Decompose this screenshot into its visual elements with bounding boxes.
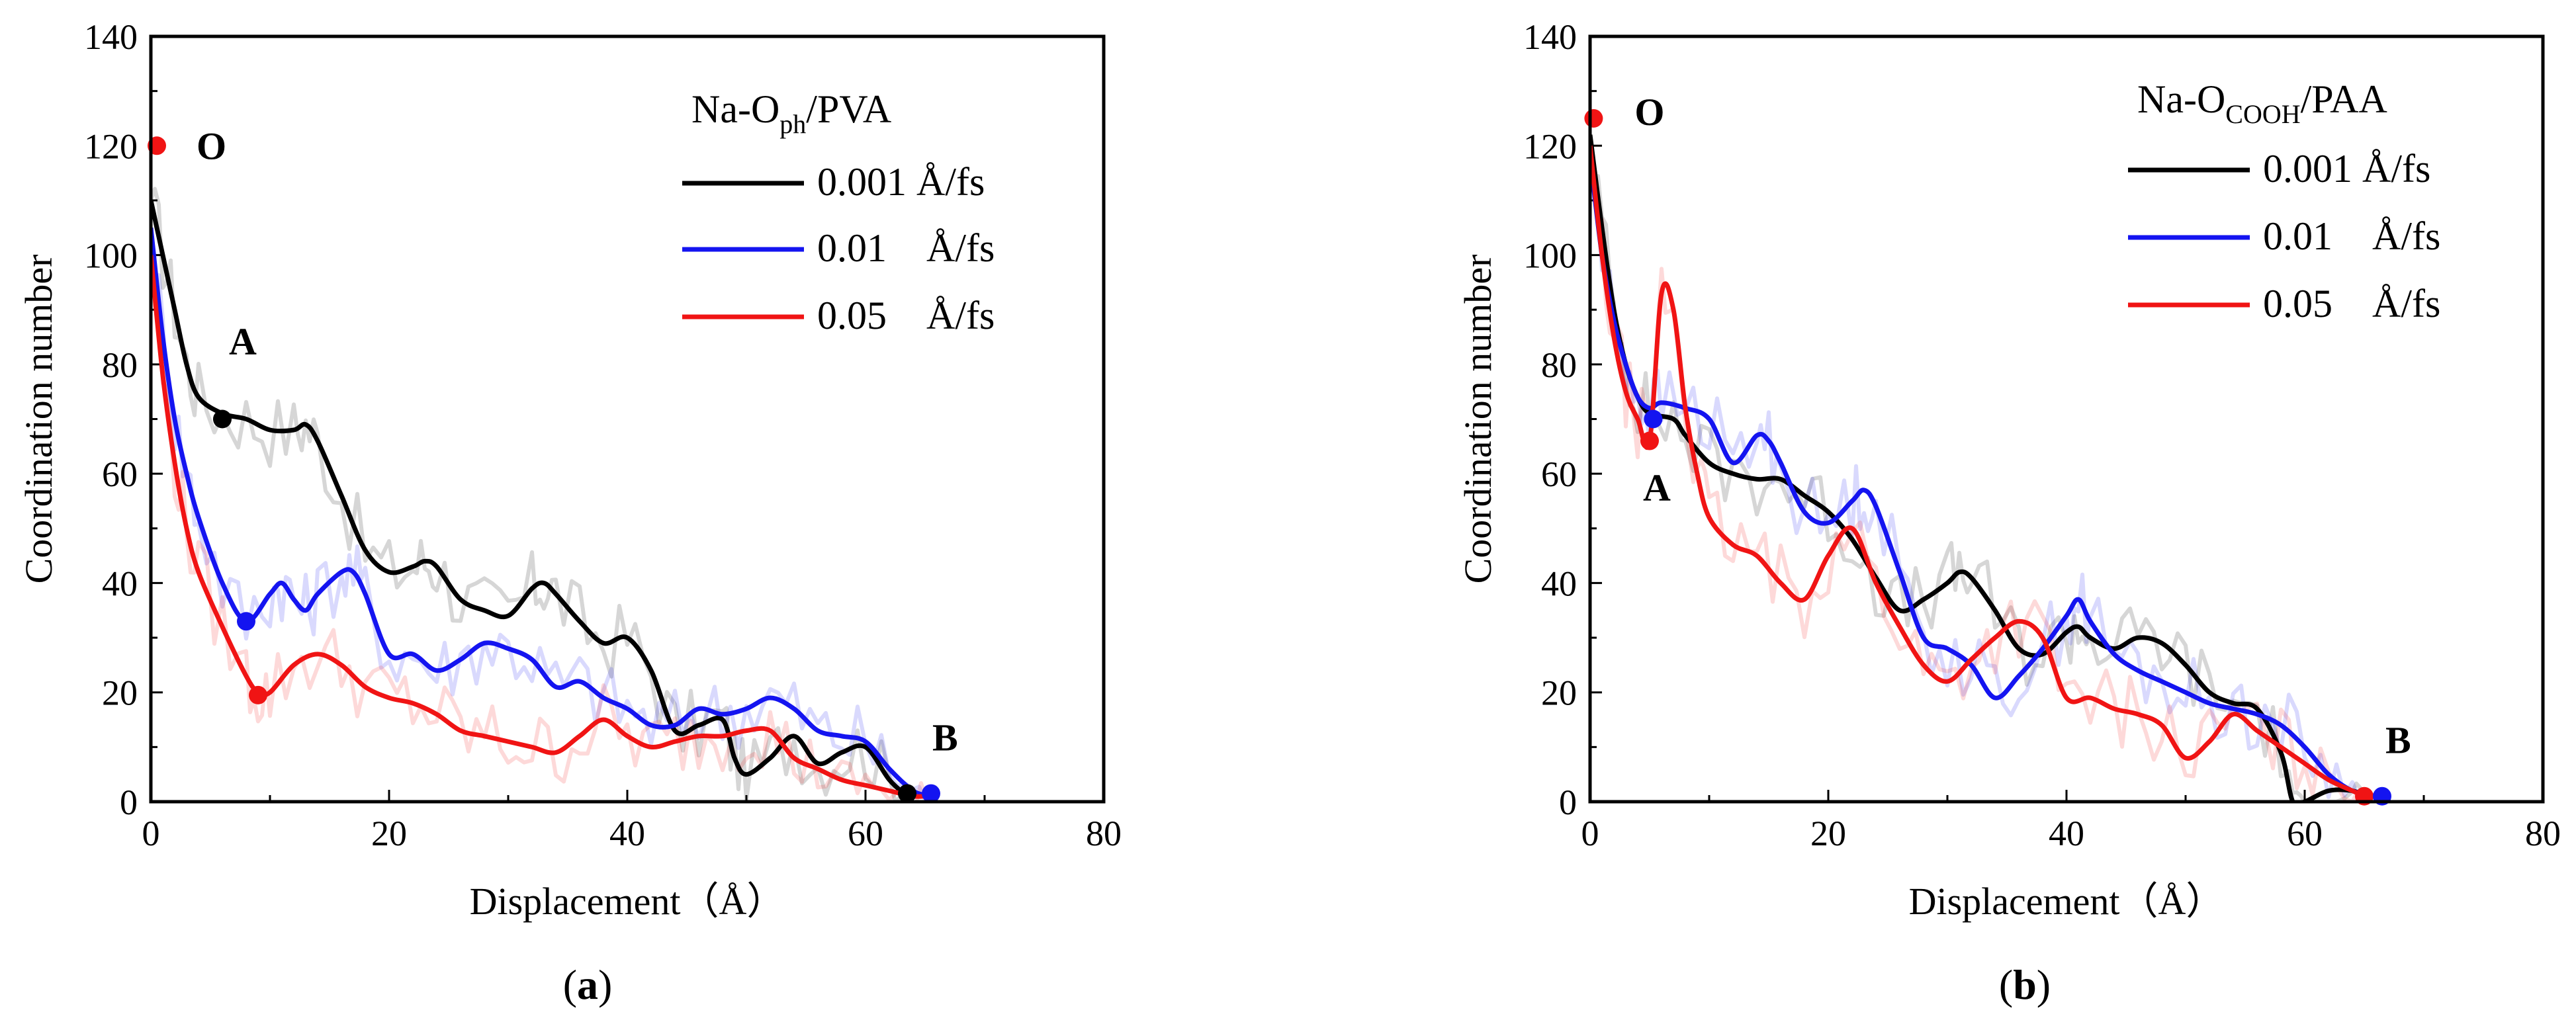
series-raw-trace: [1590, 134, 2366, 802]
legend-title-rest: /PVA: [806, 87, 891, 131]
y-tick-label: 140: [84, 17, 138, 57]
point-label: B: [2385, 719, 2411, 762]
legend-label: 0.001 Å/fs: [2263, 147, 2430, 191]
y-tick-label: 120: [84, 126, 138, 166]
y-tick-label: 40: [102, 564, 138, 603]
point-label: A: [229, 320, 257, 363]
chart-panel-a: 0 20 40 60 80 0 20 40 60 80 100 120 140 Displacement（…: [17, 17, 1122, 1008]
caption-letter: b: [2013, 961, 2037, 1008]
caption-open: (: [563, 961, 577, 1008]
series-raw-trace: [1590, 145, 2366, 802]
x-tick-label: 80: [2525, 814, 2561, 853]
x-tick-label: 0: [142, 814, 160, 853]
y-tick-label: 60: [1541, 454, 1577, 494]
point-label: B: [932, 716, 958, 759]
x-tick-label: 60: [848, 814, 883, 853]
y-tick-label: 80: [1541, 345, 1577, 385]
y-axis-label: Coordination number: [1456, 255, 1499, 584]
x-tick-label: 40: [609, 814, 645, 853]
y-axis-label: Coordination number: [17, 255, 60, 584]
caption-open: (: [1999, 961, 2013, 1008]
legend-title: Na-OCOOH/PAA: [2137, 77, 2387, 129]
plot-area: [151, 187, 932, 802]
x-tick-label: 60: [2287, 814, 2323, 853]
caption-close: ): [2037, 961, 2051, 1008]
x-tick-label: 0: [1581, 814, 1599, 853]
y-tick-label: 80: [102, 345, 138, 385]
legend-label: 0.05 Å/fs: [2263, 282, 2440, 325]
marker-point: [1584, 108, 1603, 128]
y-tick-label: 140: [1523, 17, 1577, 57]
y-tick-label: 100: [1523, 236, 1577, 276]
series-raw-trace: [151, 255, 927, 802]
legend-title-sub: ph: [779, 109, 806, 139]
y-tick-label: 0: [1559, 783, 1577, 822]
chart-panel-b: 0 20 40 60 80 0 20 40 60 80 100 120 140 Displacement（…: [1456, 17, 2561, 1008]
y-tick-label: 60: [102, 454, 138, 494]
panel-caption: (a): [563, 961, 613, 1008]
plot-area: [1590, 134, 2377, 802]
marker-point: [898, 784, 916, 803]
marker-point: [237, 612, 255, 631]
panel-caption: (b): [1999, 961, 2051, 1008]
legend-label: 0.05 Å/fs: [817, 294, 995, 337]
x-tick-label: 20: [1810, 814, 1846, 853]
marker-point: [922, 784, 940, 803]
x-axis-label: Displacement（Å）: [1909, 880, 2225, 923]
plot-frame: [149, 34, 1106, 804]
marker-point: [249, 685, 267, 704]
legend-label: 0.01 Å/fs: [817, 226, 995, 270]
x-axis-label: Displacement（Å）: [470, 880, 785, 923]
x-tick-label: 40: [2049, 814, 2084, 853]
x-tick-label: 80: [1086, 814, 1122, 853]
y-tick-label: 0: [120, 783, 138, 822]
plot-frame: [1588, 34, 2545, 804]
marker-point: [1640, 431, 1659, 450]
marker-point: [1644, 409, 1663, 429]
series-line: [151, 200, 909, 798]
x-tick-label: 20: [371, 814, 407, 853]
legend-title-main: Na-O: [691, 87, 779, 131]
y-tick-label: 120: [1523, 126, 1577, 166]
point-label: O: [1634, 91, 1664, 134]
legend-title-sub: COOH: [2225, 99, 2300, 129]
caption-close: ): [598, 961, 612, 1008]
series-line: [1590, 134, 2366, 802]
legend-label: 0.01 Å/fs: [2263, 214, 2440, 258]
caption-letter: a: [577, 961, 598, 1008]
marker-point: [213, 409, 232, 429]
y-tick-label: 20: [102, 673, 138, 713]
legend-title: Na-Oph/PVA: [691, 87, 891, 139]
legend-title-rest: /PAA: [2301, 77, 2387, 121]
legend-title-main: Na-O: [2137, 77, 2225, 121]
point-label: A: [1643, 466, 1671, 509]
y-tick-label: 100: [84, 236, 138, 276]
y-tick-label: 20: [1541, 673, 1577, 713]
point-label: O: [197, 124, 226, 167]
series-line: [151, 255, 926, 799]
series-line: [1590, 156, 2377, 799]
series-raw-trace: [1590, 156, 2377, 802]
legend-label: 0.001 Å/fs: [817, 160, 985, 204]
series-line: [151, 227, 932, 799]
series-line: [1590, 145, 2366, 798]
y-tick-label: 40: [1541, 564, 1577, 603]
